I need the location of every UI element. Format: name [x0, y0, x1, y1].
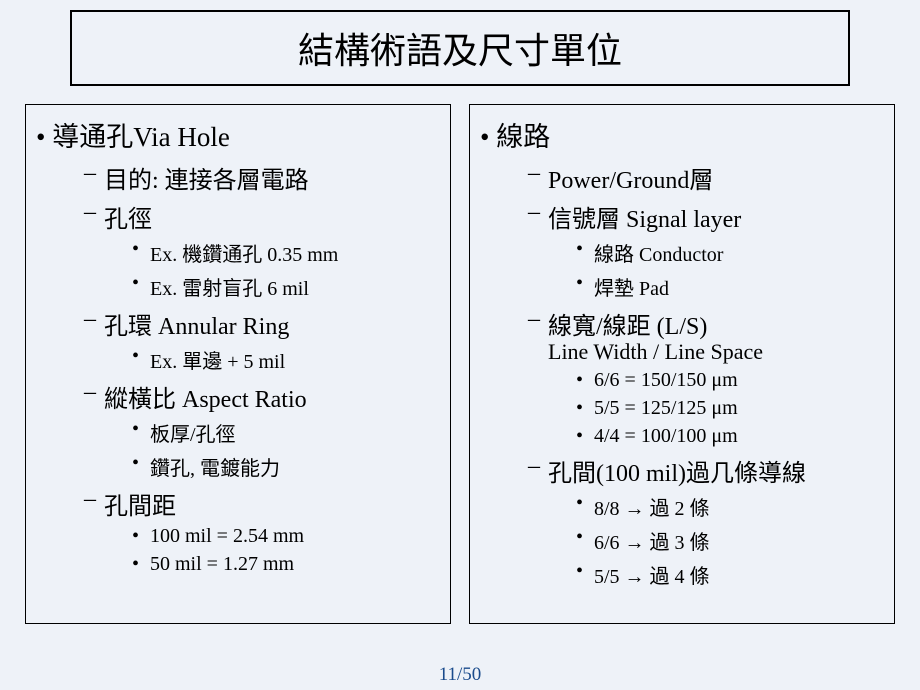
lvl3-text: 4/4 = 100/100 μm [594, 425, 738, 447]
list-item: Ex. 單邊 + 5 mil [132, 345, 440, 374]
lvl3-text: 板厚/孔徑 [150, 424, 236, 446]
slide-title: 結構術語及尺寸單位 [72, 22, 848, 74]
list-item: 縱橫比 Aspect Ratio 板厚/孔徑 鑽孔, 電鍍能力 [84, 379, 440, 481]
lvl3-text: Ex. 單邊 + 5 mil [150, 351, 285, 373]
list-item: 線路 Power/Ground層 信號層 Signal layer 線路 Con… [480, 115, 884, 589]
list-item: Ex. 雷射盲孔 6 mil [132, 272, 440, 301]
lvl2-text: 孔環 Annular Ring [104, 314, 289, 340]
lvl2-text: 信號層 Signal layer [548, 207, 741, 233]
lvl1-text: 線路 [496, 122, 550, 152]
list-item: 50 mil = 1.27 mm [132, 553, 440, 576]
lvl3-text: 100 mil = 2.54 mm [150, 525, 304, 547]
list-item: 導通孔Via Hole 目的: 連接各層電路 孔徑 Ex. 機鑽通孔 0.35 … [36, 115, 440, 576]
lvl3-text: 6/6 → 過 3 條 [594, 532, 710, 554]
lvl3-text: 50 mil = 1.27 mm [150, 553, 294, 575]
lvl3-text: 5/5 → 過 4 條 [594, 566, 710, 588]
lvl3-text: 鑽孔, 電鍍能力 [150, 458, 280, 480]
lvl3-text: 線路 Conductor [594, 244, 723, 266]
list-item: 6/6 → 過 3 條 [576, 526, 884, 555]
list-item: 孔環 Annular Ring Ex. 單邊 + 5 mil [84, 306, 440, 374]
list-item: Ex. 機鑽通孔 0.35 mm [132, 238, 440, 267]
list-item: 線路 Conductor [576, 238, 884, 267]
left-column: 導通孔Via Hole 目的: 連接各層電路 孔徑 Ex. 機鑽通孔 0.35 … [25, 104, 451, 624]
lvl2-text: 目的: 連接各層電路 [104, 168, 309, 194]
list-item: 目的: 連接各層電路 [84, 160, 440, 195]
lvl2-subline: Line Width / Line Space [548, 339, 884, 365]
lvl2-text: 孔間距 [104, 494, 176, 520]
lvl3-text: 6/6 = 150/150 μm [594, 369, 738, 391]
lvl1-text: 導通孔Via Hole [52, 122, 230, 152]
list-item: 焊墊 Pad [576, 272, 884, 301]
list-item: 鑽孔, 電鍍能力 [132, 452, 440, 481]
list-item: 信號層 Signal layer 線路 Conductor 焊墊 Pad [528, 199, 884, 301]
list-item: 100 mil = 2.54 mm [132, 525, 440, 548]
list-item: 孔間距 100 mil = 2.54 mm 50 mil = 1.27 mm [84, 486, 440, 576]
lvl2-text: Power/Ground層 [548, 168, 713, 194]
lvl2-text: 線寬/線距 (L/S) [548, 314, 707, 340]
lvl3-text: 5/5 = 125/125 μm [594, 397, 738, 419]
list-item: 5/5 = 125/125 μm [576, 397, 884, 420]
lvl3-text: Ex. 機鑽通孔 0.35 mm [150, 244, 338, 266]
list-item: 4/4 = 100/100 μm [576, 425, 884, 448]
lvl3-text: Ex. 雷射盲孔 6 mil [150, 278, 309, 300]
lvl2-text: 縱橫比 Aspect Ratio [104, 387, 307, 413]
lvl3-text: 焊墊 Pad [594, 278, 669, 300]
right-column: 線路 Power/Ground層 信號層 Signal layer 線路 Con… [469, 104, 895, 624]
list-item: 線寬/線距 (L/S) Line Width / Line Space 6/6 … [528, 306, 884, 448]
list-item: 5/5 → 過 4 條 [576, 560, 884, 589]
page-number: 11/50 [439, 664, 482, 686]
list-item: 板厚/孔徑 [132, 418, 440, 447]
list-item: Power/Ground層 [528, 160, 884, 195]
list-item: 孔間(100 mil)過几條導線 8/8 → 過 2 條 6/6 → 過 3 條… [528, 453, 884, 589]
list-item: 孔徑 Ex. 機鑽通孔 0.35 mm Ex. 雷射盲孔 6 mil [84, 199, 440, 301]
lvl3-text: 8/8 → 過 2 條 [594, 498, 710, 520]
lvl2-text: 孔徑 [104, 207, 152, 233]
title-box: 結構術語及尺寸單位 [70, 10, 850, 86]
list-item: 8/8 → 過 2 條 [576, 492, 884, 521]
lvl2-text: 孔間(100 mil)過几條導線 [548, 461, 806, 487]
list-item: 6/6 = 150/150 μm [576, 369, 884, 392]
columns: 導通孔Via Hole 目的: 連接各層電路 孔徑 Ex. 機鑽通孔 0.35 … [25, 104, 895, 624]
